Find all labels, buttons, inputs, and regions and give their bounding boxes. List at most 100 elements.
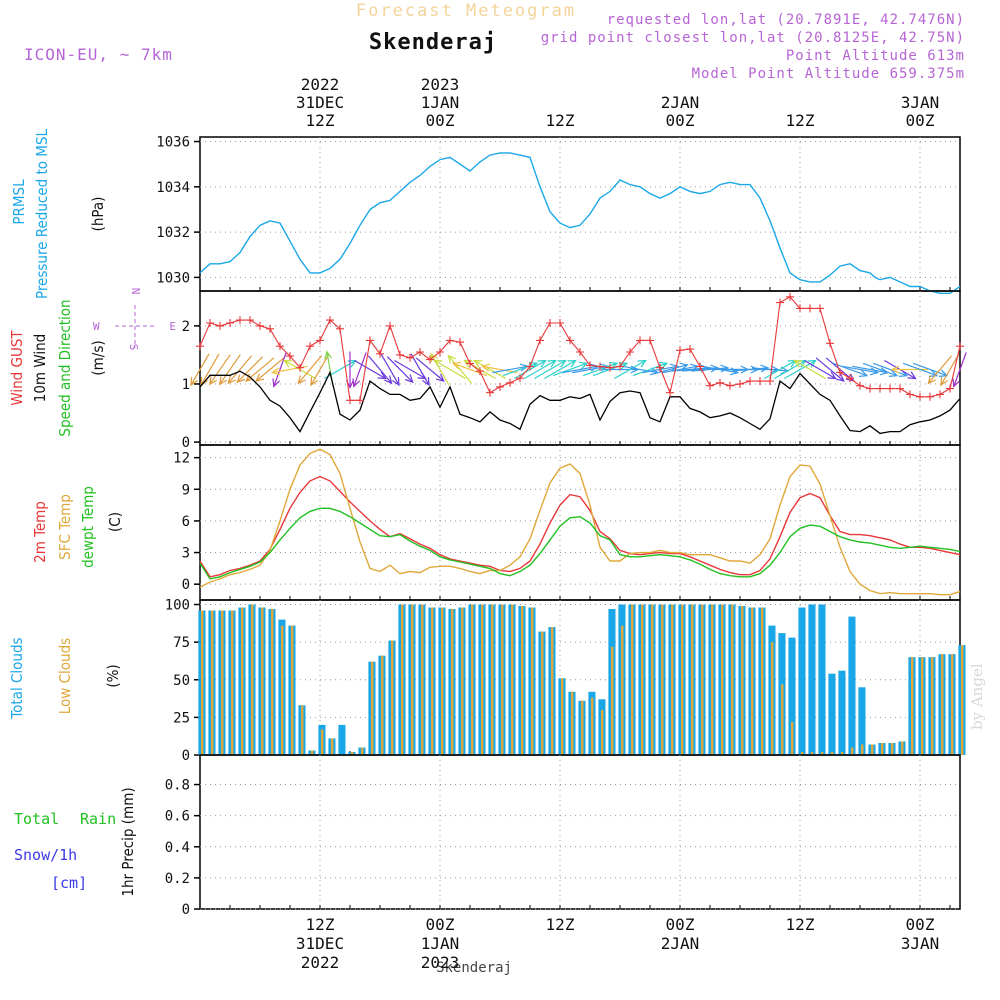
wind-arrow-shaft: [310, 353, 330, 386]
wind-arrow-head: [473, 359, 483, 368]
watermark: by Angel: [968, 663, 986, 730]
wind-arrow: [236, 356, 264, 384]
panel-frame: [199, 444, 961, 601]
wind-arrow-head: [435, 373, 445, 382]
wind-arrow-head: [578, 361, 589, 370]
wind-arrow-shaft: [524, 359, 556, 380]
wind-arrow-head: [377, 371, 387, 380]
low-cloud-bar: [381, 655, 384, 755]
wind-arrow: [632, 361, 669, 377]
y-tick-label: 6: [182, 514, 190, 530]
low-cloud-bar: [921, 657, 924, 755]
gust-point: [646, 336, 654, 345]
low-cloud-bar: [221, 610, 224, 755]
y-tick-label: 0: [182, 435, 190, 451]
wind-arrow-head: [567, 359, 577, 368]
compass-n: N: [129, 288, 142, 295]
gust-point: [826, 339, 834, 348]
low-cloud-bar: [931, 657, 934, 755]
gust-point: [936, 390, 944, 399]
time-label-top: 3JAN: [901, 93, 940, 112]
rain-label: Rain: [80, 810, 116, 828]
gust-point: [786, 292, 794, 301]
wind-arrow-head: [352, 378, 361, 388]
wind-arrow-shaft: [953, 352, 967, 387]
time-label-top: 1JAN: [421, 93, 460, 112]
low-cloud-bar: [531, 607, 534, 755]
time-label-bottom: 31DEC: [296, 934, 344, 953]
wind-arrow-shaft: [534, 359, 566, 380]
gust-point: [746, 377, 754, 386]
gust-point: [336, 324, 344, 333]
low-cloud-bar: [591, 697, 594, 755]
wind-arrow-shaft: [662, 365, 698, 374]
wind-arrow-head: [480, 363, 491, 372]
pressure-labels: PRMSL Pressure Reduced to MSL (hPa): [10, 128, 107, 299]
low-cloud-bar: [231, 610, 234, 755]
dewpt-temp-line: [199, 507, 961, 580]
gust-point: [596, 362, 604, 371]
wind-arrow-shaft: [622, 365, 658, 374]
wind-arrow: [524, 359, 557, 380]
wind-arrow: [862, 362, 899, 377]
time-label-top: 00Z: [666, 111, 695, 130]
low-cloud-bar: [951, 654, 954, 755]
wind-arrow-shaft: [632, 362, 668, 377]
gust-point: [446, 336, 454, 345]
low-cloud-bar: [821, 752, 824, 755]
wind-arrow: [544, 359, 577, 380]
wind-arrow-shaft: [902, 362, 938, 377]
time-label-top: 00Z: [426, 111, 455, 130]
sfc-temp-line: [199, 448, 961, 596]
wind-arrow: [208, 354, 231, 386]
wind-arrow-head: [793, 359, 803, 368]
pressure-line: [199, 152, 961, 294]
gust-point: [486, 388, 494, 397]
low-cloud-bar: [961, 645, 964, 755]
low-cloud-bar: [401, 604, 404, 755]
low-cloud-bar: [331, 738, 334, 755]
wind-panel: 0 1 2: [182, 290, 967, 451]
panel-frame: [199, 754, 961, 910]
time-label-bottom: 00Z: [426, 915, 455, 934]
wind-arrow-head: [770, 365, 780, 374]
gust-point: [706, 381, 714, 390]
y-tick-label: 2: [182, 319, 190, 335]
time-label-bottom: 12Z: [546, 915, 575, 934]
wind-arrow-shaft: [190, 353, 210, 386]
gust-point: [696, 362, 704, 371]
y-tick-label: 1036: [156, 135, 190, 151]
low-cloud-bar: [201, 610, 204, 755]
low-cloud-bar: [461, 607, 464, 755]
wind-arrow-shaft: [434, 359, 466, 380]
wind-arrow-shaft: [614, 359, 646, 380]
wind-arrow: [190, 353, 210, 387]
wind-arrow-shaft: [862, 362, 898, 377]
low-cloud-bar: [881, 743, 884, 755]
time-label-top: 12Z: [546, 111, 575, 130]
2m-temp-line: [199, 475, 961, 578]
time-label-bottom: 3JAN: [901, 934, 940, 953]
wind-arrow-shaft: [415, 357, 445, 382]
model-label: ICON-EU, ~ 7km: [24, 45, 173, 64]
precip-labels: Total Rain Snow/1h [cm] 1hr Precip (mm): [14, 787, 137, 896]
total-cloud-bar: [808, 604, 816, 755]
low-cloud-bar: [731, 604, 734, 755]
wind-arrow-shaft: [354, 359, 386, 380]
wind-arrow-head: [710, 364, 720, 373]
gust-point: [616, 362, 624, 371]
wind-arrow-head: [255, 373, 265, 382]
y-tick-label: 3: [182, 546, 190, 562]
wind-arrow-shaft: [367, 355, 393, 384]
total-clouds-label: Total Clouds: [8, 637, 26, 719]
low-cloud-bar: [561, 678, 564, 755]
wind-arrow-head: [422, 377, 430, 387]
gust-point: [256, 321, 264, 330]
wind-arrow: [297, 355, 323, 385]
gust-point: [286, 352, 294, 361]
gust-point: [516, 374, 524, 383]
low-cloud-bar: [471, 604, 474, 755]
gust-point: [296, 363, 304, 372]
